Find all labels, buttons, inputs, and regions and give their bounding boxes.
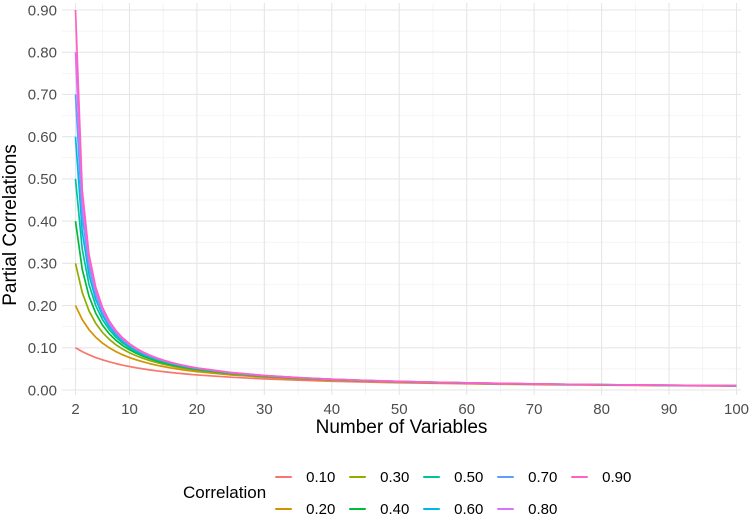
legend-item-0.70: 0.70 (497, 469, 563, 486)
series-line-0.80 (74, 52, 737, 387)
x-tick-label: 2 (71, 401, 79, 418)
legend-item-label: 0.40 (380, 500, 410, 518)
legend-item-0.20: 0.20 (275, 501, 341, 518)
legend-title: Correlation (183, 483, 267, 502)
legend-key-line-icon (349, 507, 367, 511)
x-tick-label: 60 (458, 401, 475, 418)
x-tick-label: 10 (121, 401, 138, 418)
series-line-0.90 (74, 9, 737, 387)
legend-key-line-icon (275, 507, 293, 511)
legend-item-0.80: 0.80 (497, 501, 563, 518)
legend-key-line-icon (275, 475, 293, 479)
series-line-0.30 (74, 263, 737, 387)
y-tick-label: 0.50 (28, 171, 57, 188)
x-axis-title: Number of Variables (315, 417, 488, 438)
gridlines-major (62, 3, 741, 395)
legend-item-0.50: 0.50 (423, 469, 489, 486)
y-tick-label: 0.10 (28, 340, 57, 357)
legend: Correlation 0.10 0.20 0.30 0.40 0.50 0.60 0.70… (183, 461, 637, 521)
y-tick-label: 0.60 (28, 129, 57, 146)
x-tick-label: 70 (526, 401, 543, 418)
x-tick-label: 20 (189, 401, 206, 418)
y-tick-label: 0.70 (28, 87, 57, 104)
chart-canvas: 2 10 20 30 40 50 60 70 80 90 100 0.000.100.200.300… (28, 2, 749, 418)
legend-key-line-icon (571, 475, 589, 479)
legend-key-line-icon (423, 507, 441, 511)
legend-item-label: 0.80 (528, 500, 558, 518)
legend-item-label: 0.30 (380, 468, 410, 486)
y-tick-label: 0.00 (28, 382, 57, 399)
y-axis-tick-labels: 0.00 0.10 0.20 0.30 0.40 0.50 0.60 0.70 0.80 0.90 (28, 2, 57, 399)
x-tick-label: 100 (724, 401, 749, 418)
legend-keys: 0.10 0.20 0.30 0.40 0.50 0.60 0.70 0.80 0.90 (275, 461, 637, 521)
legend-item-label: 0.20 (306, 500, 336, 518)
legend-item-0.30: 0.30 (349, 469, 415, 486)
series-line-0.40 (74, 220, 737, 387)
y-tick-label: 0.40 (28, 213, 57, 230)
x-tick-label: 90 (661, 401, 678, 418)
y-tick-label: 0.80 (28, 45, 57, 62)
x-tick-label: 30 (256, 401, 273, 418)
series-line-0.70 (74, 94, 737, 387)
x-tick-label: 80 (593, 401, 610, 418)
x-axis-tick-labels: 2 10 20 30 40 50 60 70 80 90 100 (71, 401, 749, 418)
x-tick-label: 50 (391, 401, 408, 418)
legend-key-line-icon (423, 475, 441, 479)
y-tick-label: 0.90 (28, 2, 57, 19)
legend-item-0.40: 0.40 (349, 501, 415, 518)
legend-key-line-icon (497, 507, 515, 511)
legend-item-label: 0.70 (528, 468, 558, 486)
y-tick-label: 0.30 (28, 256, 57, 273)
gridlines-minor (62, 3, 741, 395)
legend-item-0.10: 0.10 (275, 469, 341, 486)
x-tick-label: 40 (323, 401, 340, 418)
series-line-0.50 (74, 178, 737, 387)
legend-key-line-icon (497, 475, 515, 479)
y-axis-title: Partial Correlations (0, 144, 21, 306)
legend-item-0.90: 0.90 (571, 469, 637, 486)
legend-item-0.60: 0.60 (423, 501, 489, 518)
legend-item-label: 0.90 (602, 468, 632, 486)
legend-key-line-icon (349, 475, 367, 479)
legend-item-label: 0.50 (454, 468, 484, 486)
series-line-0.60 (74, 136, 737, 387)
legend-item-label: 0.60 (454, 500, 484, 518)
y-tick-label: 0.20 (28, 298, 57, 315)
series-line-0.20 (74, 305, 737, 387)
legend-item-label: 0.10 (306, 468, 336, 486)
series-lines (74, 9, 737, 387)
